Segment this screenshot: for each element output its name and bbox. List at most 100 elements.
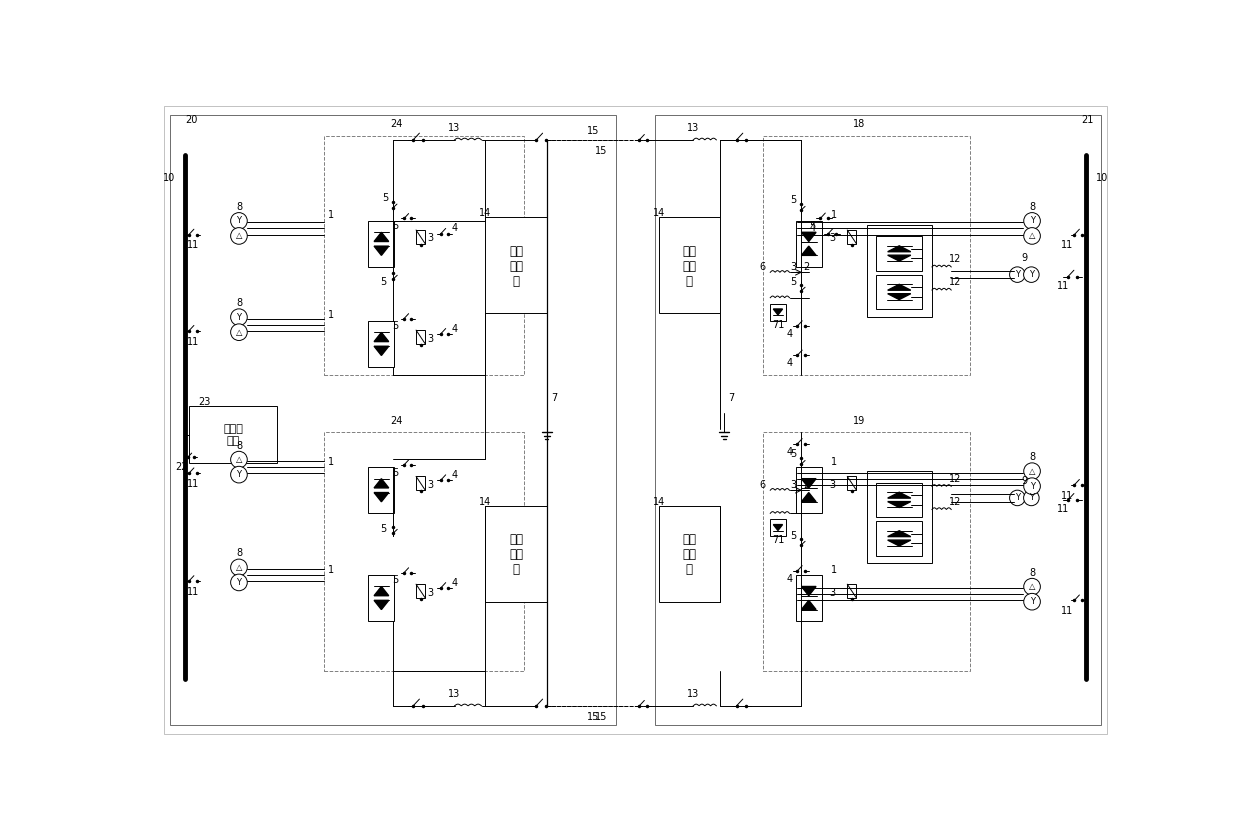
Text: 14: 14 <box>479 208 491 218</box>
Text: Y: Y <box>1029 216 1034 225</box>
Text: 3: 3 <box>427 334 433 344</box>
Text: 23: 23 <box>198 397 211 407</box>
Text: 24: 24 <box>391 120 403 130</box>
Circle shape <box>1023 267 1039 282</box>
Text: 4: 4 <box>451 470 458 480</box>
Text: Y: Y <box>1029 493 1034 503</box>
Text: 5: 5 <box>392 321 398 331</box>
Circle shape <box>231 324 247 340</box>
Text: △: △ <box>1029 582 1035 592</box>
Polygon shape <box>374 478 388 488</box>
Text: 9: 9 <box>1022 253 1028 263</box>
Circle shape <box>231 451 247 468</box>
Bar <box>417 477 425 490</box>
Text: 4: 4 <box>786 574 792 584</box>
Text: 14: 14 <box>479 497 491 507</box>
Text: Y: Y <box>1029 270 1034 279</box>
Bar <box>847 584 857 598</box>
Text: 4: 4 <box>451 324 458 334</box>
Text: △: △ <box>236 231 242 240</box>
Polygon shape <box>888 531 910 537</box>
Bar <box>796 467 822 513</box>
Text: 11: 11 <box>1060 607 1073 617</box>
Text: 1: 1 <box>831 457 837 467</box>
Bar <box>867 225 932 317</box>
Text: △: △ <box>1029 467 1035 476</box>
Polygon shape <box>374 587 388 596</box>
Polygon shape <box>801 601 816 610</box>
Text: 8: 8 <box>236 548 242 558</box>
Bar <box>170 116 616 725</box>
Text: 15: 15 <box>595 712 608 722</box>
Bar <box>417 230 425 244</box>
Bar <box>417 584 425 598</box>
Bar <box>877 275 923 310</box>
Text: Y: Y <box>1029 482 1034 491</box>
Bar <box>877 236 923 270</box>
Bar <box>368 321 394 367</box>
Text: 交流滤
波器: 交流滤 波器 <box>223 424 243 446</box>
Circle shape <box>1024 593 1040 610</box>
Text: 直流
滤波
器: 直流 滤波 器 <box>682 245 697 289</box>
Text: 15: 15 <box>587 712 599 722</box>
Text: 4: 4 <box>810 224 816 234</box>
Text: Y: Y <box>237 313 242 322</box>
Bar <box>655 116 1101 725</box>
Text: 3: 3 <box>427 587 433 597</box>
Text: 2: 2 <box>804 262 810 272</box>
Text: 直流
滤波
器: 直流 滤波 器 <box>510 245 523 289</box>
Polygon shape <box>374 346 388 355</box>
Text: 18: 18 <box>853 120 866 130</box>
Text: 直流
滤波
器: 直流 滤波 器 <box>682 532 697 576</box>
Text: 5: 5 <box>381 277 387 287</box>
Text: 11: 11 <box>187 587 198 597</box>
Circle shape <box>1024 463 1040 479</box>
Text: 11: 11 <box>187 479 198 489</box>
Circle shape <box>231 574 247 591</box>
Text: 4: 4 <box>786 359 792 369</box>
Circle shape <box>231 466 247 483</box>
Circle shape <box>1009 490 1025 506</box>
Text: Y: Y <box>1014 270 1019 279</box>
Bar <box>658 506 720 602</box>
Text: 5: 5 <box>810 221 816 231</box>
Text: 4: 4 <box>786 447 792 457</box>
Bar <box>368 220 394 267</box>
Text: 12: 12 <box>949 497 961 507</box>
Text: 11: 11 <box>187 240 198 250</box>
Text: 11: 11 <box>1056 504 1069 514</box>
Text: 5: 5 <box>392 221 398 231</box>
Polygon shape <box>888 285 910 290</box>
Text: 1: 1 <box>329 565 335 575</box>
Text: Y: Y <box>1014 493 1019 503</box>
Circle shape <box>1023 490 1039 506</box>
Polygon shape <box>374 232 388 241</box>
Bar <box>324 136 523 374</box>
Polygon shape <box>888 540 910 546</box>
Text: 11: 11 <box>187 337 198 347</box>
Text: 11: 11 <box>1056 281 1069 291</box>
Text: Y: Y <box>237 578 242 587</box>
Bar <box>867 471 932 563</box>
Text: △: △ <box>1029 231 1035 240</box>
Text: 10: 10 <box>162 173 175 183</box>
Bar <box>770 519 786 537</box>
Circle shape <box>1024 213 1040 230</box>
Circle shape <box>1009 267 1025 282</box>
Polygon shape <box>374 332 388 342</box>
Circle shape <box>231 228 247 245</box>
Bar <box>847 230 857 244</box>
Text: △: △ <box>236 563 242 572</box>
Polygon shape <box>801 478 816 488</box>
Bar <box>763 136 971 374</box>
Text: 1: 1 <box>329 457 335 467</box>
Text: 3: 3 <box>790 262 796 272</box>
Bar <box>763 433 971 671</box>
Text: 9: 9 <box>1022 476 1028 486</box>
Text: 3: 3 <box>427 234 433 244</box>
Text: 5: 5 <box>392 468 398 478</box>
Text: 1: 1 <box>831 565 837 575</box>
Polygon shape <box>801 232 816 241</box>
Circle shape <box>231 213 247 230</box>
Text: 6: 6 <box>759 262 765 272</box>
